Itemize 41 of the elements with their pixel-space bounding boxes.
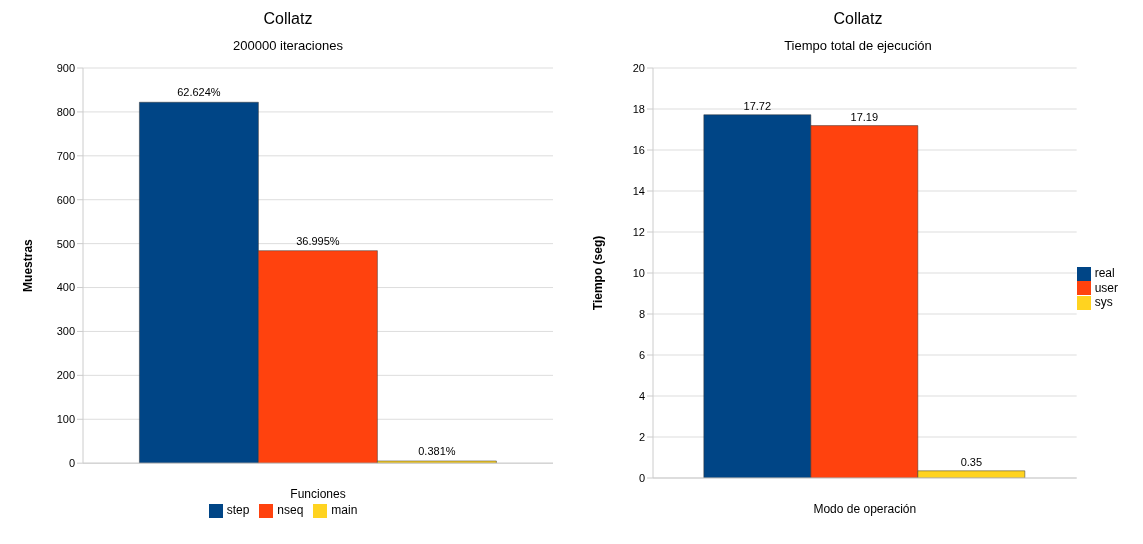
y-tick-label: 8 bbox=[638, 307, 645, 320]
y-tick-label: 300 bbox=[56, 325, 75, 338]
data-label: 17.72 bbox=[743, 99, 772, 112]
y-tick-label: 6 bbox=[638, 348, 645, 361]
y-tick-label: 16 bbox=[632, 143, 645, 156]
legend-label: main bbox=[331, 503, 358, 518]
data-label: 0.35 bbox=[960, 455, 983, 468]
legend-label: step bbox=[226, 503, 250, 518]
y-tick-label: 10 bbox=[632, 266, 645, 279]
y-tick-label: 900 bbox=[56, 61, 75, 74]
y-axis-title: Tiempo (seg) bbox=[591, 235, 606, 311]
legend-label: real bbox=[1094, 265, 1115, 280]
annotation: 62.624% bbox=[177, 86, 221, 99]
y-tick-label: 400 bbox=[56, 281, 75, 294]
annotation: 0.381% bbox=[418, 444, 456, 457]
y-tick-label: 0 bbox=[638, 471, 645, 484]
y-tick-label: 2 bbox=[638, 430, 645, 443]
y-tick-label: 700 bbox=[56, 149, 75, 162]
y-tick-label: 20 bbox=[632, 61, 645, 74]
y-tick-label: 12 bbox=[632, 225, 645, 238]
legend-label: user bbox=[1094, 280, 1118, 295]
legend-label: nseq bbox=[277, 503, 304, 518]
y-tick-label: 100 bbox=[56, 413, 75, 426]
y-tick-label: 18 bbox=[632, 102, 645, 115]
y-tick-label: 4 bbox=[638, 389, 645, 402]
chart-title: Collatz bbox=[262, 10, 314, 28]
y-tick-label: 14 bbox=[632, 184, 645, 197]
data-label: 17.19 bbox=[850, 110, 879, 123]
annotation: 36.995% bbox=[296, 234, 340, 247]
y-tick-label: 500 bbox=[56, 237, 75, 250]
y-tick-label: 200 bbox=[56, 369, 75, 382]
y-axis-title: Muestras bbox=[21, 238, 36, 292]
y-tick-label: 800 bbox=[56, 105, 75, 118]
chart-title: Collatz bbox=[832, 10, 884, 28]
legend-label: sys bbox=[1094, 295, 1113, 310]
y-tick-label: 600 bbox=[56, 193, 75, 206]
x-axis-title: Funciones bbox=[290, 487, 346, 502]
y-tick-label: 0 bbox=[68, 457, 75, 470]
chart-subtitle: 200000 iteraciones bbox=[232, 38, 344, 53]
chart-subtitle: Tiempo total de ejecución bbox=[783, 38, 933, 53]
x-axis-title: Modo de operación bbox=[813, 502, 917, 516]
